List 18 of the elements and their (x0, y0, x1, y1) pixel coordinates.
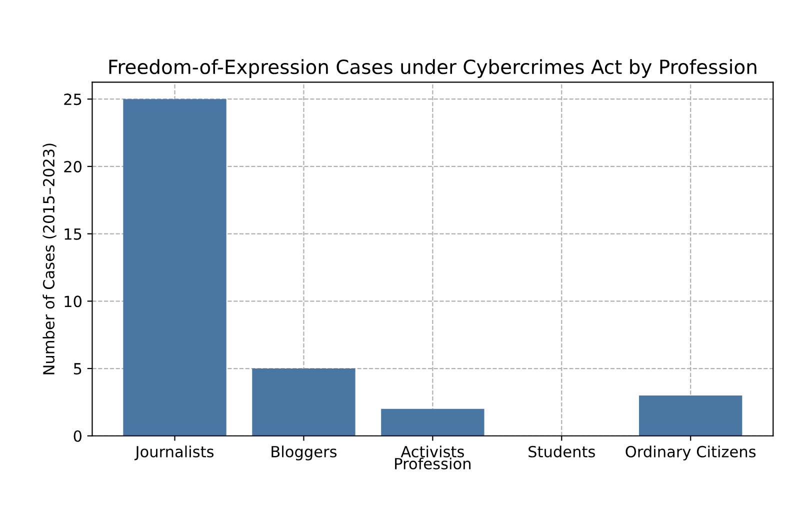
bar (381, 408, 484, 436)
x-tick-label: Ordinary Citizens (626, 446, 756, 460)
y-axis-title: Number of Cases (2015–2023) (42, 144, 56, 374)
x-tick-label: Bloggers (272, 446, 337, 460)
y-tick-label: 10 (64, 296, 82, 308)
bar (639, 395, 742, 436)
bar (123, 99, 226, 436)
y-tick-label: 25 (64, 94, 82, 106)
x-axis-title: Profession (395, 458, 470, 470)
x-tick-label: Journalists (134, 446, 214, 460)
chart-title: Freedom-of-Expression Cases under Cybercrimes Act by Profession (109, 59, 756, 78)
y-tick-label: 15 (64, 228, 82, 240)
x-tick-label: Students (528, 446, 595, 458)
y-tick-label: 5 (74, 363, 82, 375)
y-tick-label: 20 (64, 160, 82, 172)
bar (252, 368, 356, 436)
y-tick-label: 0 (74, 430, 82, 442)
x-tick-label: Activists (400, 446, 464, 458)
